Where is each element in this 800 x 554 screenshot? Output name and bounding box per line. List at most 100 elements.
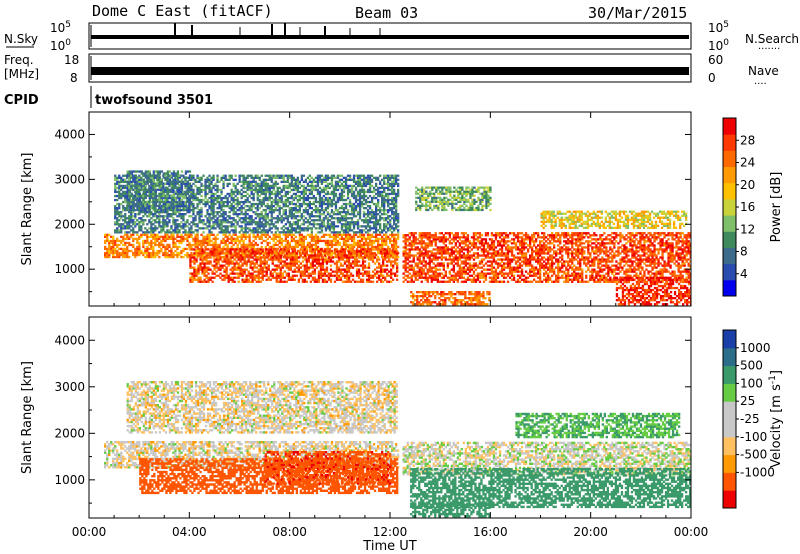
colorbar-frame [722,329,737,509]
power-panel: 1000 2000 3000 4000 Slant Range [km] 4 8 12 16 20… [20,111,784,307]
power-region [114,174,400,234]
colorbar-tick-label: 25 [740,394,755,408]
x-tick-label: 00:00 [72,525,107,539]
velocity-data [104,381,691,518]
date-title: 30/Mar/2015 [588,4,687,22]
colorbar-swatch [723,263,736,281]
nsky-tick-left-top: 105 [50,20,71,35]
colorbar-tick-label: 4 [740,267,748,281]
nsearch-label: N.Search [745,32,799,46]
y-tick-label: 1000 [54,262,85,276]
colorbar-tick-label: -100 [740,430,767,444]
nsky-tick-right-bottom: 100 [708,38,729,53]
y-axis-label: Slant Range [km] [20,361,35,474]
colorbar-swatch [723,215,736,232]
colorbar-swatch [723,150,736,168]
velocity-region [126,381,398,434]
colorbar-tick-label: 8 [740,245,748,259]
x-tick-label: 20:00 [573,525,608,539]
power-colorbar: 4 8 12 16 20 24 28 Power [dB] [722,117,784,297]
colorbar-swatch [723,436,736,456]
colorbar-swatch [723,166,736,184]
velocity-region [515,412,681,439]
freq-tick-left-bottom: 8 [70,71,78,85]
x-tick-label: 04:00 [172,525,207,539]
colorbar-swatch [723,247,736,265]
colorbar-tick-label: 1000 [740,341,771,355]
velocity-region [410,468,691,509]
y-tick-label: 2000 [54,426,85,440]
colorbar-swatch [723,365,736,384]
colorbar-tick-label: 20 [740,178,755,192]
y-tick-label: 1000 [54,473,85,487]
colorbar-swatch [723,347,736,367]
x-tick-label: 12:00 [373,525,408,539]
power-region [415,186,492,212]
cpid-value: twofsound 3501 [95,93,213,108]
freq-tick-right-top: 60 [708,53,723,67]
colorbar-swatch [723,198,736,216]
nave-label: Nave [748,64,779,78]
x-tick-label: 00:00 [674,525,709,539]
colorbar-tick-label: -1000 [740,465,775,479]
power-region [189,248,399,283]
colorbar-swatch [723,490,736,509]
colorbar-swatch [723,419,736,438]
freq-strip: Freq. [MHz] 18 8 60 0 Nave .... [4,53,779,87]
freq-tick-right-bottom: 0 [708,71,716,85]
colorbar-frame [722,117,737,297]
colorbar-tick-label: 500 [740,359,763,373]
velocity-region [410,502,491,518]
velocity-region [264,451,392,485]
colorbar-swatch [723,330,736,349]
y-tick-label: 3000 [54,380,85,394]
nsky-label: N.Sky [4,32,38,46]
nsky-trace [91,35,689,39]
colorbar-swatch [723,231,736,248]
power-region [410,291,491,306]
colorbar-swatch [723,383,736,402]
nsky-tick-right-top: 105 [708,20,729,35]
power-data [104,170,691,306]
freq-trace [91,67,689,75]
cpid-label: CPID [4,93,39,108]
x-axis-label: Time UT [362,539,416,554]
colorbar-tick-label: 12 [740,222,755,236]
colorbar-swatch [723,279,736,297]
colorbar-tick-label: 24 [740,156,755,170]
y-axis-label: Slant Range [km] [20,153,35,266]
colorbar-swatch [723,401,736,420]
colorbar-swatch [723,182,736,200]
panels: 1000 2000 3000 4000 Slant Range [km] 4 8 12 16 20… [20,111,784,554]
freq-label-2: [MHz] [4,67,39,81]
colorbar-tick-label: -25 [740,412,760,426]
colorbar-tick-label: -500 [740,448,767,462]
nsky-strip: N.Sky 105 100 105 100 N.Search ....... [4,20,799,53]
colorbar-label: Power [dB] [769,172,784,243]
beam-title: Beam 03 [355,4,418,22]
freq-tick-left-top: 18 [64,53,79,67]
colorbar-swatch [723,472,736,491]
nsky-tick-left-bottom: 100 [50,38,71,53]
colorbar-label: Velocity [m s-1] [768,370,784,468]
station-title: Dome C East (fitACF) [92,2,273,20]
colorbar-tick-label: 100 [740,376,763,390]
y-tick-label: 3000 [54,172,85,186]
colorbar-tick-label: 16 [740,200,755,214]
x-tick-label: 16:00 [473,525,508,539]
power-region [402,232,691,283]
colorbar-swatch [723,454,736,473]
colorbar-swatch [723,118,736,135]
nave-dots: .... [754,76,767,87]
y-tick-label: 4000 [54,333,85,347]
y-tick-label: 4000 [54,127,85,141]
colorbar-swatch [723,134,736,151]
y-tick-label: 2000 [54,217,85,231]
freq-label-1: Freq. [4,53,34,67]
colorbar-tick-label: 28 [740,133,755,147]
nsearch-dots: ....... [758,41,780,52]
velocity-panel: 1000 2000 3000 4000 00:00 04:00 08:00 12:00 16:0… [20,316,784,554]
power-region [540,210,688,229]
